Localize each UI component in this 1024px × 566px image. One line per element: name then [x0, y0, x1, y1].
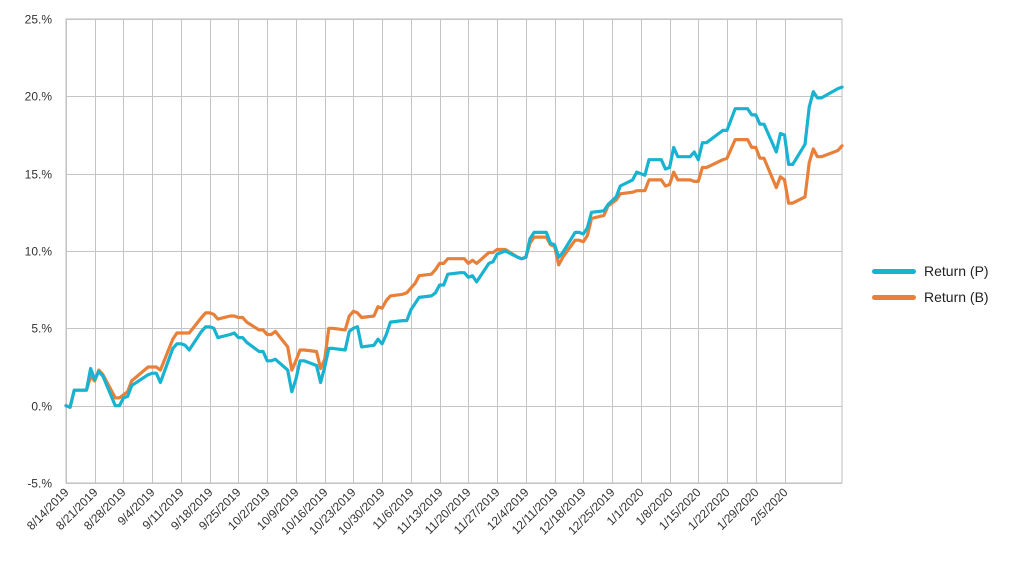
y-tick-label: 25.%: [25, 13, 53, 27]
chart-legend: Return (P) Return (B): [872, 258, 989, 310]
y-tick-label: 20.%: [25, 90, 53, 104]
y-tick-label: 15.%: [25, 168, 53, 182]
legend-item-return-b: Return (B): [872, 284, 989, 310]
series-line-return-p: [64, 85, 844, 409]
legend-item-return-p: Return (P): [872, 258, 989, 284]
legend-swatch-return-b: [872, 294, 916, 300]
y-tick-label: 10.%: [25, 245, 53, 259]
legend-label-return-b: Return (B): [924, 289, 989, 305]
series-line-return-b: [64, 138, 844, 409]
y-tick-label: 5.%: [31, 322, 52, 336]
legend-swatch-return-p: [872, 268, 916, 274]
y-tick-label: 0.%: [31, 400, 52, 414]
legend-label-return-p: Return (P): [924, 263, 989, 279]
y-tick-label: -5.%: [27, 477, 52, 491]
